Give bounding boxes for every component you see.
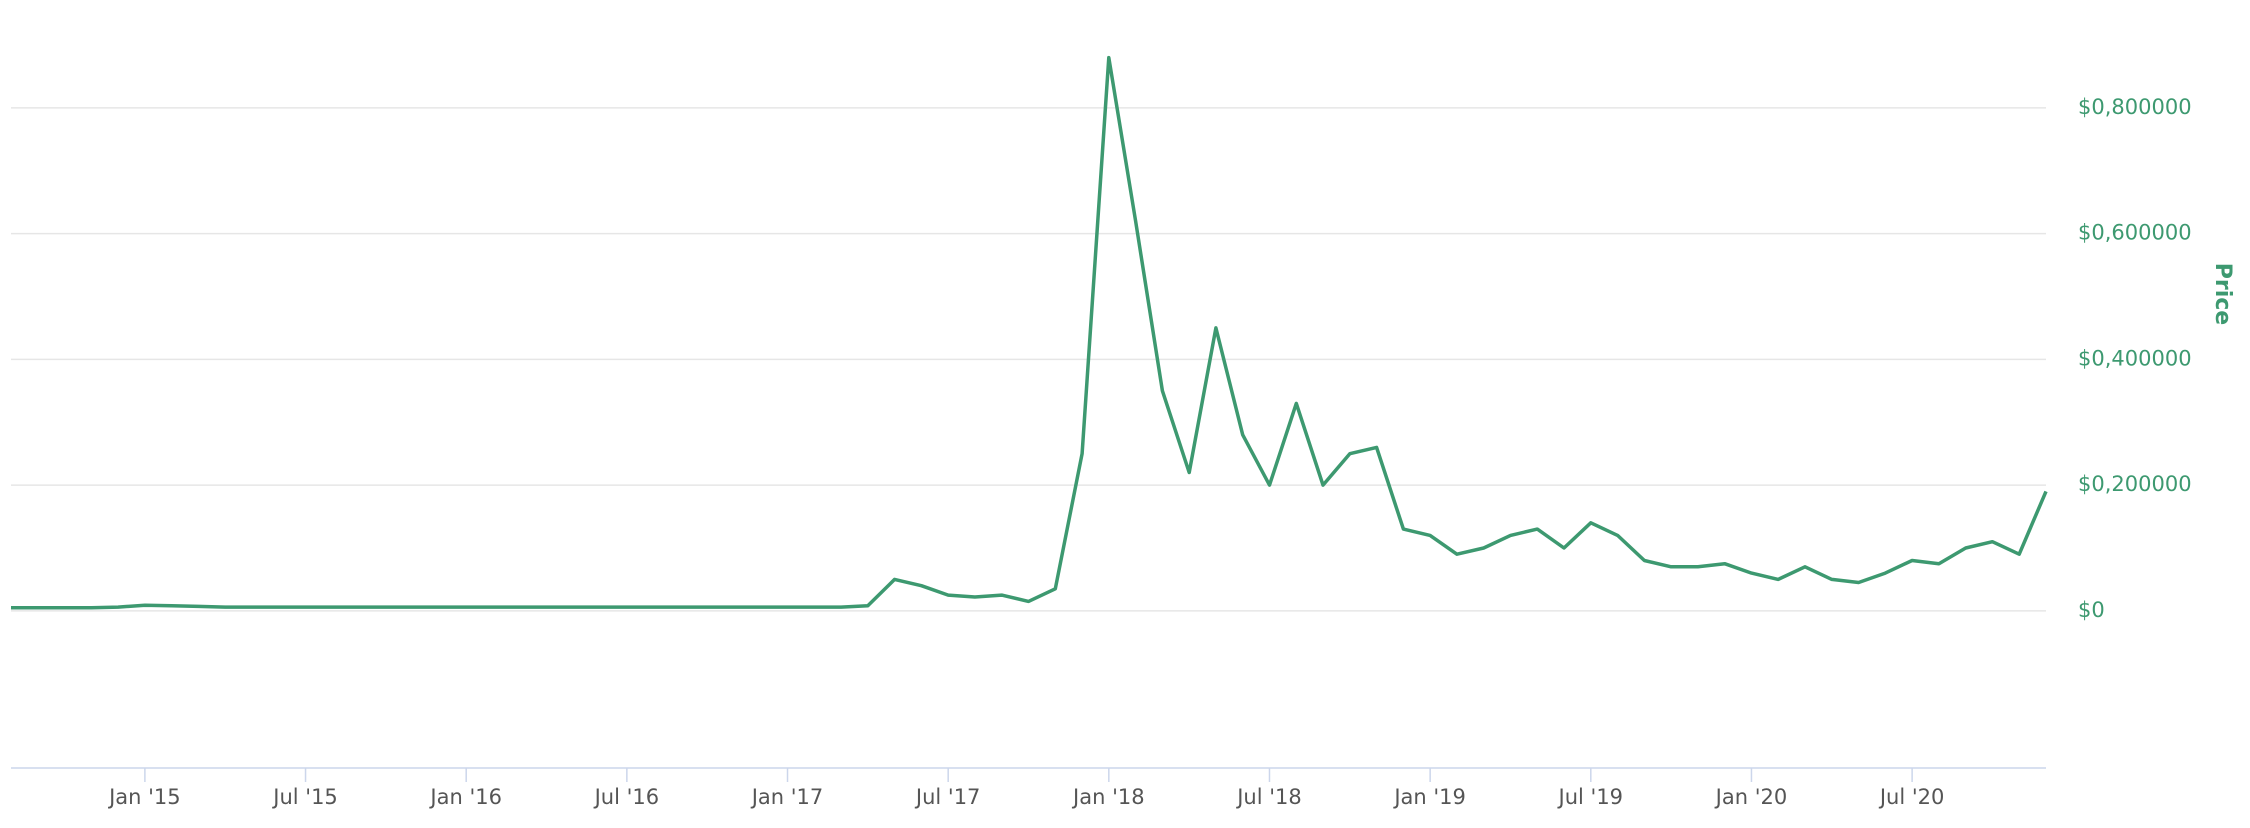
price-line	[11, 55, 2048, 610]
y-tick-label: $0	[2078, 598, 2105, 622]
x-tick-label: Jul '19	[1557, 785, 1624, 809]
x-tick-label: Jan '16	[428, 785, 502, 809]
x-tick-label: Jul '17	[914, 785, 981, 809]
y-tick-label: $0,800000	[2078, 95, 2192, 119]
x-tick-label: Jan '17	[750, 785, 824, 809]
y-tick-label: $0,600000	[2078, 221, 2192, 245]
y-axis-title: Price	[2210, 263, 2235, 325]
x-tick-label: Jan '15	[107, 785, 181, 809]
x-tick-label: Jul '18	[1235, 785, 1302, 809]
x-tick-label: Jan '19	[1392, 785, 1466, 809]
x-tick-label: Jan '20	[1714, 785, 1788, 809]
y-tick-label: $0,400000	[2078, 346, 2192, 370]
x-tick-label: Jul '16	[593, 785, 660, 809]
x-tick-label: Jul '20	[1878, 785, 1945, 809]
x-tick-label: Jan '18	[1071, 785, 1145, 809]
y-tick-label: $0,200000	[2078, 472, 2192, 496]
x-tick-label: Jul '15	[271, 785, 338, 809]
